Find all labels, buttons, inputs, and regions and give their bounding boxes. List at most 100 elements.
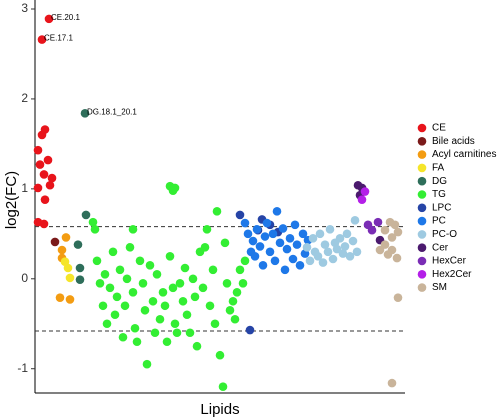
- y-tick-label: 3: [21, 1, 28, 15]
- point: [278, 224, 288, 233]
- point: [215, 350, 225, 360]
- point: [125, 243, 135, 252]
- point: [393, 293, 403, 302]
- point: [375, 245, 385, 255]
- point: [240, 256, 250, 266]
- point: [80, 109, 90, 118]
- point: [98, 301, 108, 311]
- legend-swatch: [417, 243, 427, 252]
- point: [220, 238, 230, 248]
- point: [235, 210, 245, 220]
- point: [160, 301, 170, 311]
- point: [45, 180, 55, 190]
- point: [228, 296, 238, 306]
- legend-label: Hex2Cer: [432, 269, 472, 280]
- point: [57, 245, 67, 255]
- point: [245, 325, 255, 335]
- y-tick-label: 1: [21, 181, 28, 195]
- point: [255, 242, 265, 251]
- point: [155, 314, 165, 324]
- point: [180, 263, 190, 273]
- point: [108, 247, 118, 257]
- point: [315, 229, 325, 239]
- legend-label: LPC: [432, 202, 451, 213]
- point: [132, 337, 142, 347]
- point: [218, 382, 228, 392]
- legend-label: PC-O: [432, 229, 457, 240]
- point: [325, 225, 335, 234]
- point: [65, 273, 75, 283]
- point: [305, 256, 315, 266]
- point: [192, 341, 202, 351]
- point: [298, 229, 308, 239]
- point: [118, 332, 128, 342]
- y-axis-title: log2(FC): [3, 171, 20, 229]
- point: [140, 305, 150, 315]
- point: [338, 249, 348, 258]
- point: [200, 243, 210, 252]
- point: [110, 310, 120, 320]
- point: [188, 274, 198, 284]
- point: [258, 260, 268, 270]
- legend-label: Cer: [432, 242, 449, 253]
- point: [152, 269, 162, 279]
- x-axis-title: Lipids: [200, 401, 239, 418]
- point: [115, 265, 125, 275]
- point: [260, 232, 270, 241]
- point: [282, 244, 292, 254]
- point: [120, 301, 130, 311]
- point: [383, 250, 393, 259]
- point: [198, 283, 208, 293]
- point: [332, 244, 342, 254]
- point: [238, 278, 248, 288]
- legend-label: TG: [432, 189, 446, 200]
- point: [232, 287, 242, 297]
- point: [138, 278, 148, 288]
- y-tick-label: 0: [21, 271, 28, 285]
- point: [102, 319, 112, 329]
- point: [313, 252, 323, 261]
- legend-swatch: [417, 283, 427, 292]
- legend-swatch: [417, 270, 427, 279]
- point: [75, 263, 85, 273]
- point: [342, 229, 352, 239]
- point: [222, 278, 232, 288]
- legend-label: Acyl carnitines: [432, 149, 496, 160]
- point: [248, 236, 258, 246]
- point: [230, 314, 240, 324]
- point: [100, 269, 110, 279]
- point: [205, 301, 215, 311]
- legend-swatch: [417, 150, 427, 159]
- point: [40, 195, 50, 204]
- point: [175, 278, 185, 288]
- point: [50, 237, 60, 247]
- point: [212, 207, 222, 216]
- point: [112, 292, 122, 302]
- annotation: DG.18.1_20.1: [87, 107, 137, 116]
- point: [122, 274, 132, 284]
- point: [272, 207, 282, 216]
- legend-swatch: [417, 137, 427, 146]
- point: [308, 234, 318, 243]
- point: [178, 296, 188, 306]
- legend-swatch: [417, 256, 427, 266]
- point: [295, 260, 305, 270]
- point: [145, 260, 155, 270]
- point: [128, 225, 138, 234]
- point: [165, 252, 175, 261]
- point: [387, 233, 397, 242]
- point: [235, 265, 245, 275]
- point: [225, 305, 235, 315]
- point: [288, 254, 298, 264]
- point: [380, 240, 390, 249]
- legend-label: Bile acids: [432, 136, 475, 147]
- point: [170, 319, 180, 329]
- legend-label: FA: [432, 163, 445, 174]
- point: [92, 256, 102, 266]
- point: [43, 155, 53, 165]
- point: [268, 229, 278, 239]
- point: [352, 247, 362, 257]
- point: [185, 328, 195, 338]
- point: [285, 234, 295, 243]
